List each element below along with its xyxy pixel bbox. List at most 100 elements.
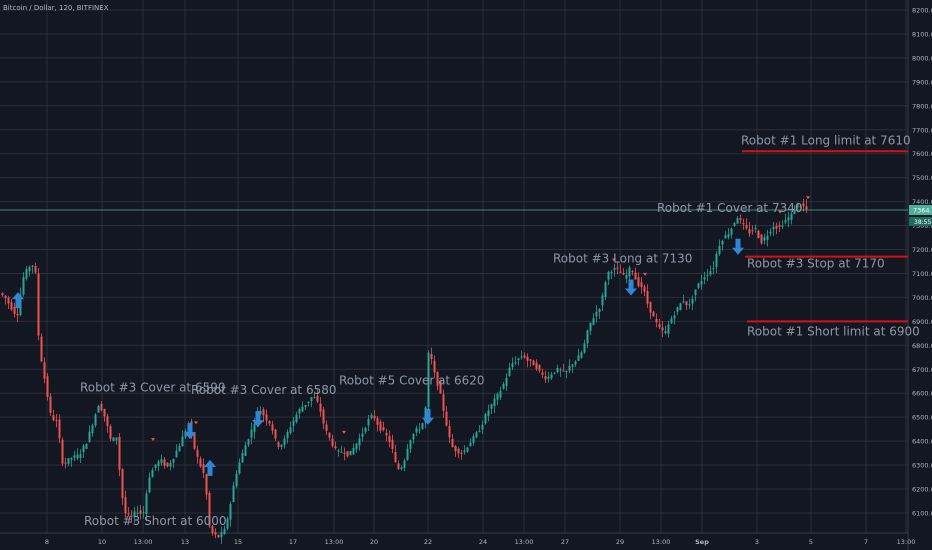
candle-body	[76, 454, 79, 459]
x-tick-label: 29	[616, 538, 624, 546]
candle-body	[229, 504, 232, 520]
y-tick-label: 7200.0	[912, 246, 932, 254]
candle-body	[136, 512, 139, 514]
candle-body	[148, 477, 151, 493]
x-tick-label: 17	[289, 538, 297, 546]
candle-body	[106, 416, 109, 427]
candle-body	[571, 364, 574, 367]
candle-body	[784, 220, 787, 223]
candle-body	[439, 381, 442, 394]
candle-body	[805, 206, 808, 210]
candle-body	[295, 414, 298, 422]
candle-body	[52, 415, 55, 421]
candle-body	[481, 424, 484, 430]
candle-body	[268, 421, 271, 424]
candle-body	[610, 271, 613, 273]
candle-body	[391, 439, 394, 450]
price-axis[interactable]: 6100.0 6200.0 6300.0 6400.0 6500.0 6600.0 6700…	[912, 7, 932, 518]
candle-body	[43, 362, 46, 379]
candle-body	[325, 424, 328, 431]
candle-body	[97, 405, 100, 413]
candle-body	[274, 429, 277, 439]
candle-body	[169, 462, 172, 467]
candle-body	[208, 492, 211, 526]
candle-body	[301, 406, 304, 412]
x-tick-label: 13:00	[652, 538, 671, 546]
candle-body	[304, 404, 307, 407]
candle-body	[361, 433, 364, 437]
time-axis[interactable]: 8 10 13:00 13 15 17 13:00 20 22 24 13:00 27 29 13:00 S…	[45, 538, 915, 546]
candle-body	[559, 369, 562, 371]
candle-body	[196, 449, 199, 457]
candle-body	[646, 291, 649, 304]
candle-body	[1, 293, 4, 296]
x-tick-label: Sep	[695, 538, 709, 546]
candle-body	[583, 343, 586, 353]
candle-body	[253, 424, 256, 432]
candle-body	[514, 362, 517, 364]
y-tick-label: 6100.0	[912, 509, 932, 517]
level-label: Robot #3 Stop at 7170	[747, 257, 885, 271]
candle-body	[457, 448, 460, 454]
candle-body	[427, 352, 430, 408]
y-tick-label: 6800.0	[912, 342, 932, 350]
candle-body	[454, 446, 457, 451]
candle-body	[343, 452, 346, 454]
arrow-up-icon	[732, 238, 744, 255]
price-tags: 7364.9 38:55	[909, 205, 932, 227]
candle-body	[28, 266, 31, 272]
candle-body	[793, 210, 796, 214]
signal-marker	[612, 258, 616, 262]
candle-body	[520, 356, 523, 358]
candle-body	[70, 457, 73, 460]
candle-body	[265, 414, 268, 421]
candle-body	[619, 271, 622, 273]
candle-body	[592, 318, 595, 325]
annotation-label: Robot #3 Cover at 6580	[191, 383, 337, 397]
candle-body	[790, 213, 793, 220]
candle-body	[337, 450, 340, 452]
candle-body	[211, 525, 214, 534]
grid	[0, 0, 909, 550]
candle-body	[589, 322, 592, 331]
candle-body	[574, 361, 577, 365]
x-tick-label: 5	[809, 538, 813, 546]
y-tick-label: 6900.0	[912, 318, 932, 326]
level-lines: Robot #1 Long limit at 7610 Robot #3 Stop…	[741, 133, 920, 338]
candle-body	[580, 352, 583, 358]
candle-body	[529, 359, 532, 361]
candle-body	[283, 438, 286, 445]
candle-body	[679, 303, 682, 311]
candle-body	[166, 462, 169, 467]
y-tick-label: 6700.0	[912, 366, 932, 374]
candle-body	[655, 318, 658, 323]
candle-body	[541, 372, 544, 375]
candle-body	[100, 403, 103, 411]
candle-body	[673, 315, 676, 319]
candle-body	[472, 436, 475, 443]
candle-body	[709, 271, 712, 275]
candle-body	[133, 511, 136, 517]
candle-body	[376, 418, 379, 425]
candle-body	[154, 464, 157, 469]
candle-body	[247, 439, 250, 445]
candle-body	[682, 301, 685, 303]
y-tick-label: 7900.0	[912, 78, 932, 86]
candle-body	[277, 442, 280, 447]
candle-body	[175, 450, 178, 458]
candle-body	[142, 512, 145, 514]
candle-body	[280, 444, 283, 447]
candle-body	[616, 267, 619, 269]
x-tick-label: 13:00	[134, 538, 153, 546]
x-tick-label: 8	[45, 538, 49, 546]
candle-body	[73, 455, 76, 458]
candle-body	[55, 420, 58, 422]
candle-body	[562, 370, 565, 372]
candle-body	[796, 203, 799, 208]
candle-body	[34, 265, 37, 273]
signal-marker	[151, 438, 155, 442]
candle-body	[433, 360, 436, 373]
candle-body	[547, 376, 550, 379]
symbol-title: Bitcoin / Dollar, 120, BITFINEX	[3, 4, 109, 12]
